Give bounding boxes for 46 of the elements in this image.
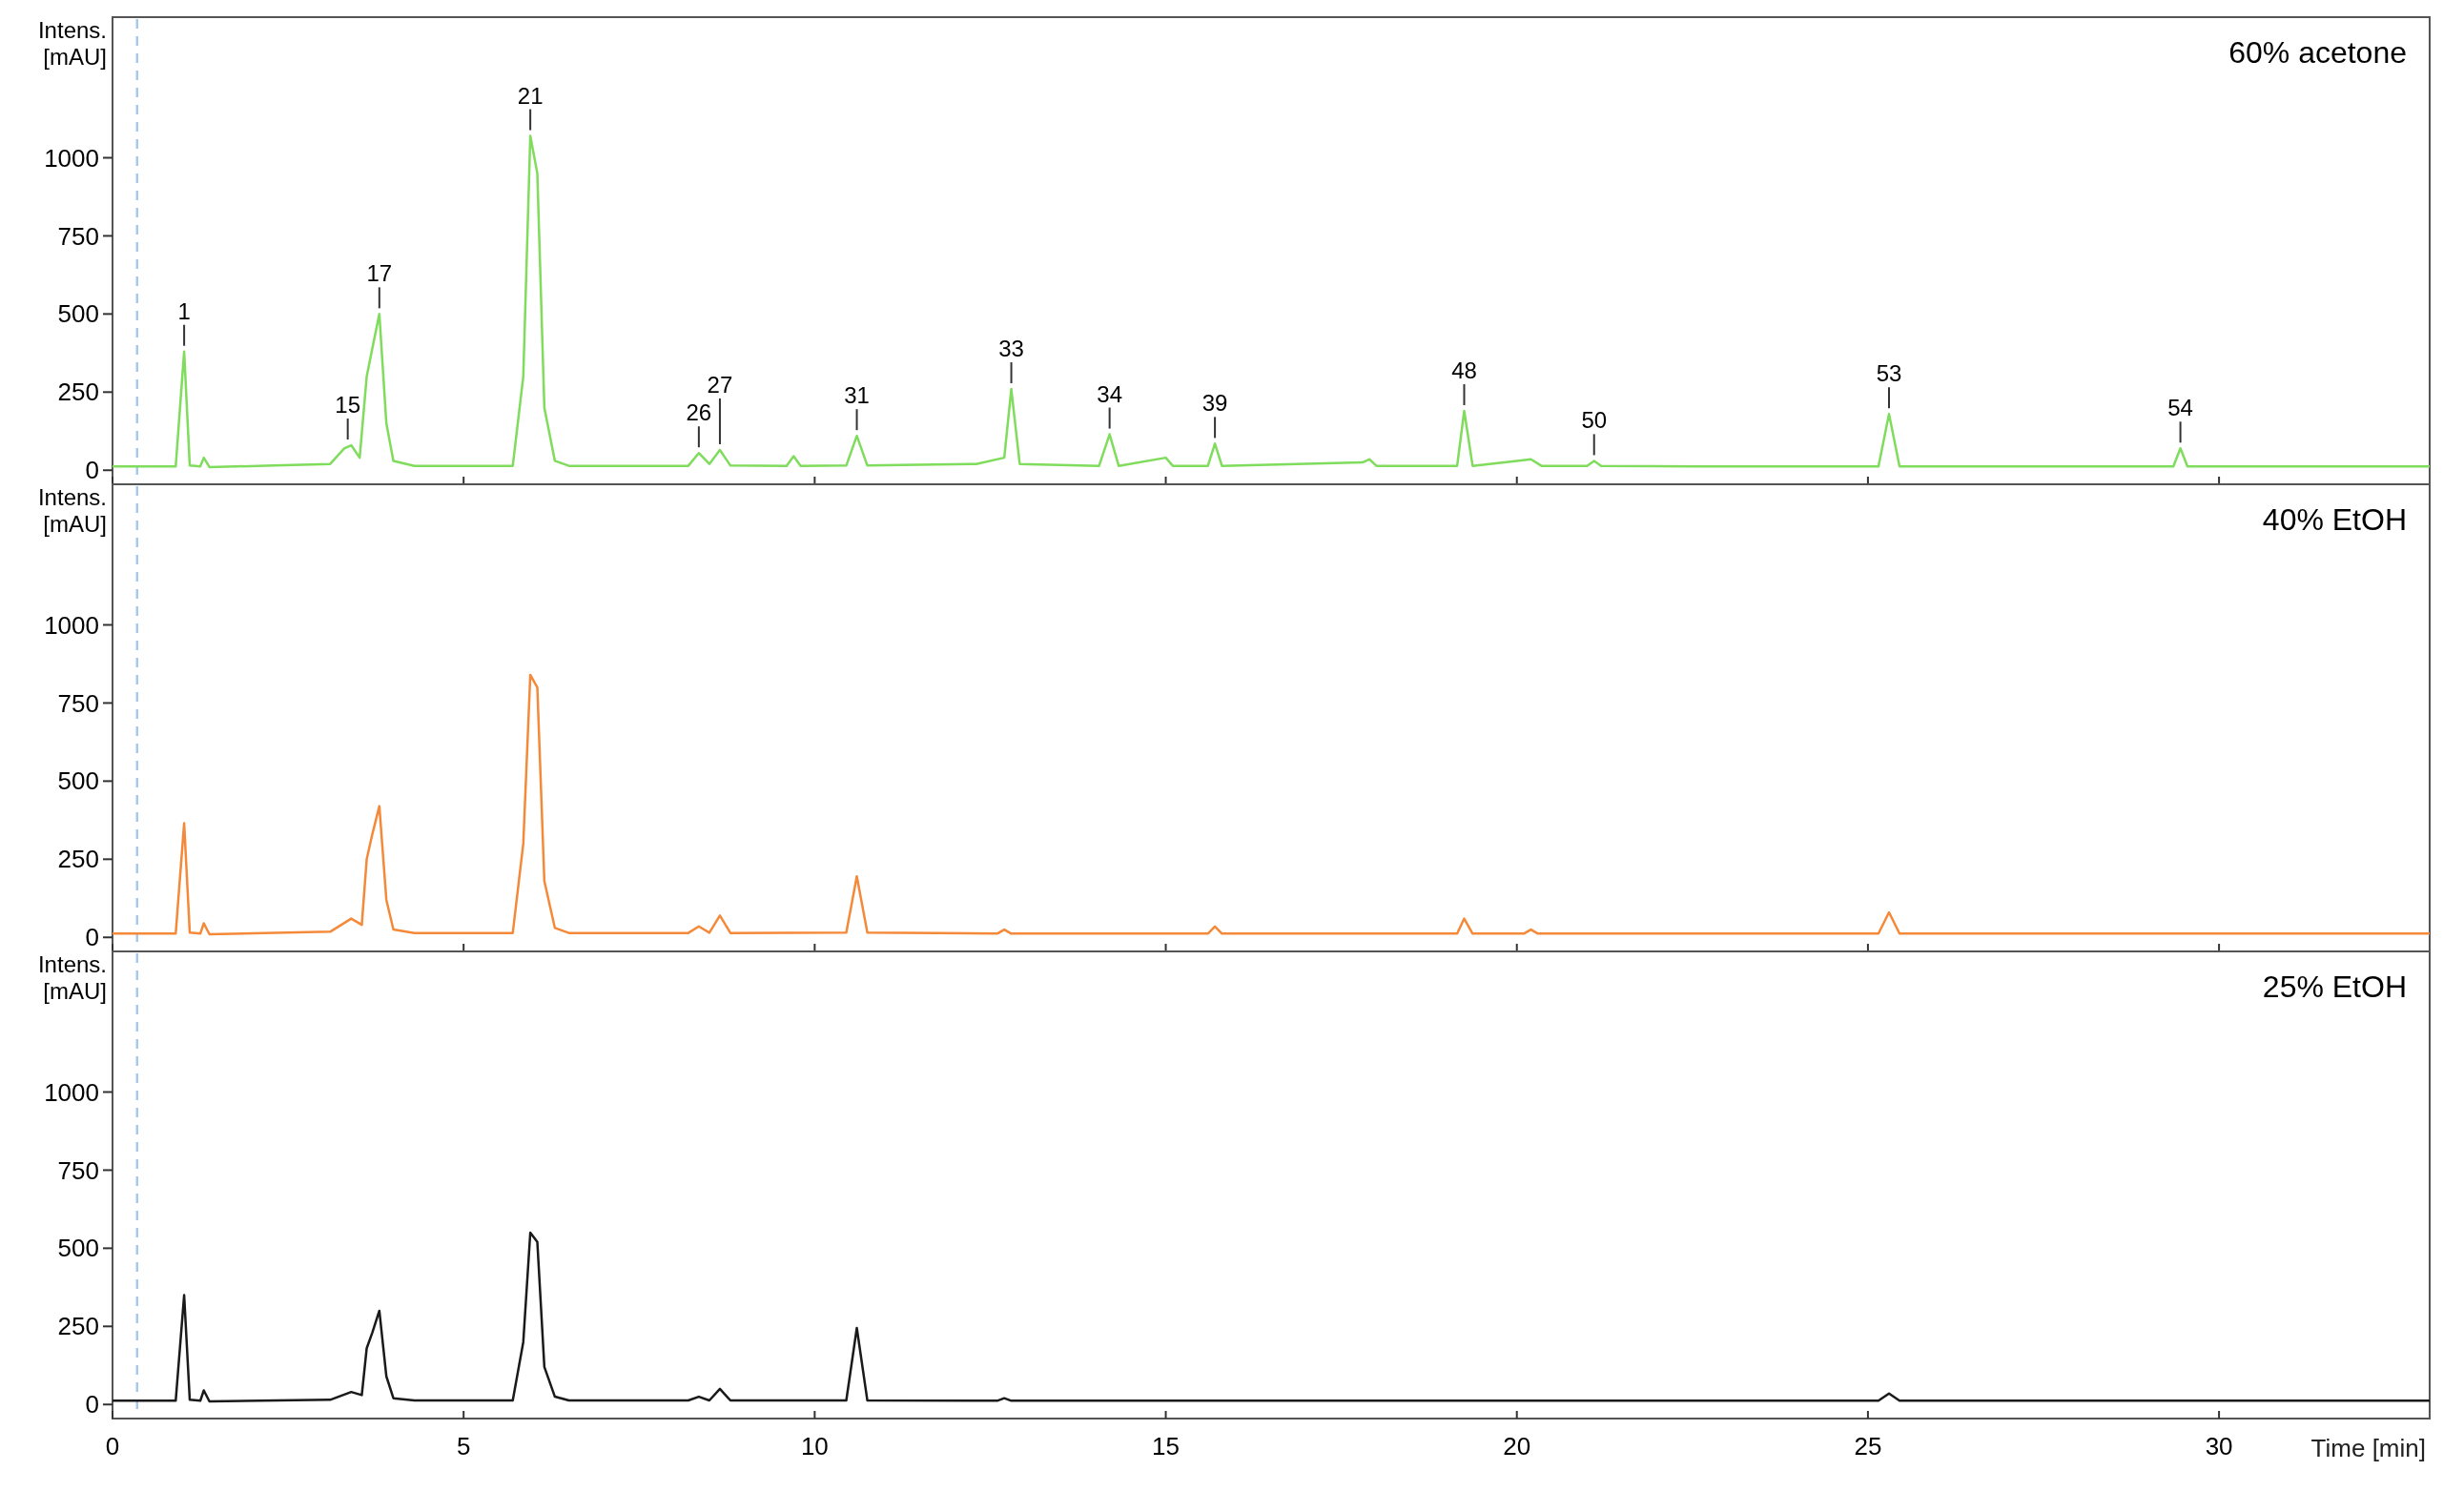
annotation: 26 <box>686 399 712 426</box>
annotation: 21 <box>517 82 544 109</box>
text: 40% EtOH <box>2262 502 2407 537</box>
y-tick-label: 250 <box>57 378 99 407</box>
y-tick-label: 0 <box>85 456 99 485</box>
line-series <box>111 673 2432 936</box>
line-series <box>111 1231 2432 1403</box>
annotation: 15 <box>335 392 361 419</box>
y-tick-label: 750 <box>57 688 99 718</box>
y-tick-label: 0 <box>85 923 99 952</box>
x-axis-title: Time [min] <box>2310 1434 2426 1462</box>
annotation: 39 <box>1201 390 1228 417</box>
y-tick-label: 1000 <box>44 1077 99 1107</box>
y-tick-label: 500 <box>57 1234 99 1263</box>
y-tick-label: 750 <box>57 1155 99 1185</box>
y-tick-label: 0 <box>85 1390 99 1420</box>
annotation: 34 <box>1097 380 1122 407</box>
x-tick-label: 10 <box>800 1432 829 1460</box>
y-tick-label: 1000 <box>44 143 99 173</box>
y-axis-title: Intens. [mAU] <box>37 951 107 1004</box>
annotation: 33 <box>998 336 1024 362</box>
annotation: 1 <box>177 297 191 324</box>
x-tick-label: 5 <box>456 1432 471 1460</box>
y-tick-label: 750 <box>57 221 99 251</box>
annotation: 53 <box>1876 360 1902 387</box>
x-tick-label: 20 <box>1503 1432 1531 1460</box>
y-tick-label: 250 <box>57 1312 99 1341</box>
x-tick-label: 15 <box>1152 1432 1181 1460</box>
line-series <box>111 134 2432 469</box>
y-tick-label: 500 <box>57 766 99 796</box>
annotation: 54 <box>2167 395 2193 421</box>
y-tick-label: 250 <box>57 845 99 874</box>
x-tick-label: 30 <box>2205 1432 2233 1460</box>
annotation: 17 <box>366 260 393 287</box>
y-tick-label: 1000 <box>44 610 99 640</box>
annotation: 27 <box>707 371 733 398</box>
y-axis-title: Intens. [mAU] <box>37 17 107 70</box>
text: 25% EtOH <box>2262 970 2407 1004</box>
annotation: 48 <box>1451 357 1477 383</box>
y-tick-label: 500 <box>57 299 99 329</box>
x-tick-label: 25 <box>1854 1432 1882 1460</box>
y-axis-title: Intens. [mAU] <box>37 484 107 537</box>
text: 60% acetone <box>2228 35 2407 70</box>
x-tick-label: 0 <box>105 1432 120 1460</box>
annotation: 31 <box>844 382 870 409</box>
annotation: 50 <box>1581 407 1608 434</box>
